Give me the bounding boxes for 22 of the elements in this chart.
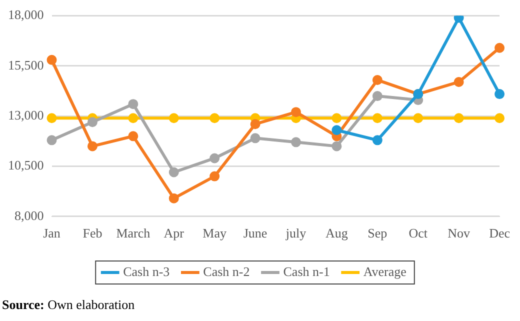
- y-tick-label: 18,000: [8, 7, 44, 22]
- x-tick-label: Apr: [164, 226, 185, 241]
- x-tick-label: Sep: [368, 226, 388, 241]
- y-tick-label: 10,500: [8, 158, 44, 173]
- y-tick-label: 8,000: [14, 208, 44, 223]
- y-tick-label: 15,500: [8, 57, 44, 72]
- source-note: Source: Own elaboration: [2, 297, 136, 313]
- x-tick-label: Feb: [82, 226, 102, 241]
- x-tick-label: March: [116, 226, 151, 241]
- y-tick-label: 13,000: [8, 108, 44, 123]
- x-tick-label: May: [202, 226, 227, 241]
- x-tick-label: Dec: [489, 226, 510, 241]
- legend-label: Average: [363, 264, 407, 279]
- x-tick-label: Jan: [43, 226, 61, 241]
- x-tick-label: Oct: [408, 226, 428, 241]
- x-tick-label: Aug: [326, 226, 348, 241]
- x-tick-label: july: [284, 226, 307, 241]
- legend-label: Cash n-1: [283, 264, 330, 279]
- x-tick-label: June: [243, 226, 268, 241]
- x-tick-label: Nov: [448, 226, 471, 241]
- legend-label: Cash n-3: [123, 264, 170, 279]
- legend-label: Cash n-2: [203, 264, 250, 279]
